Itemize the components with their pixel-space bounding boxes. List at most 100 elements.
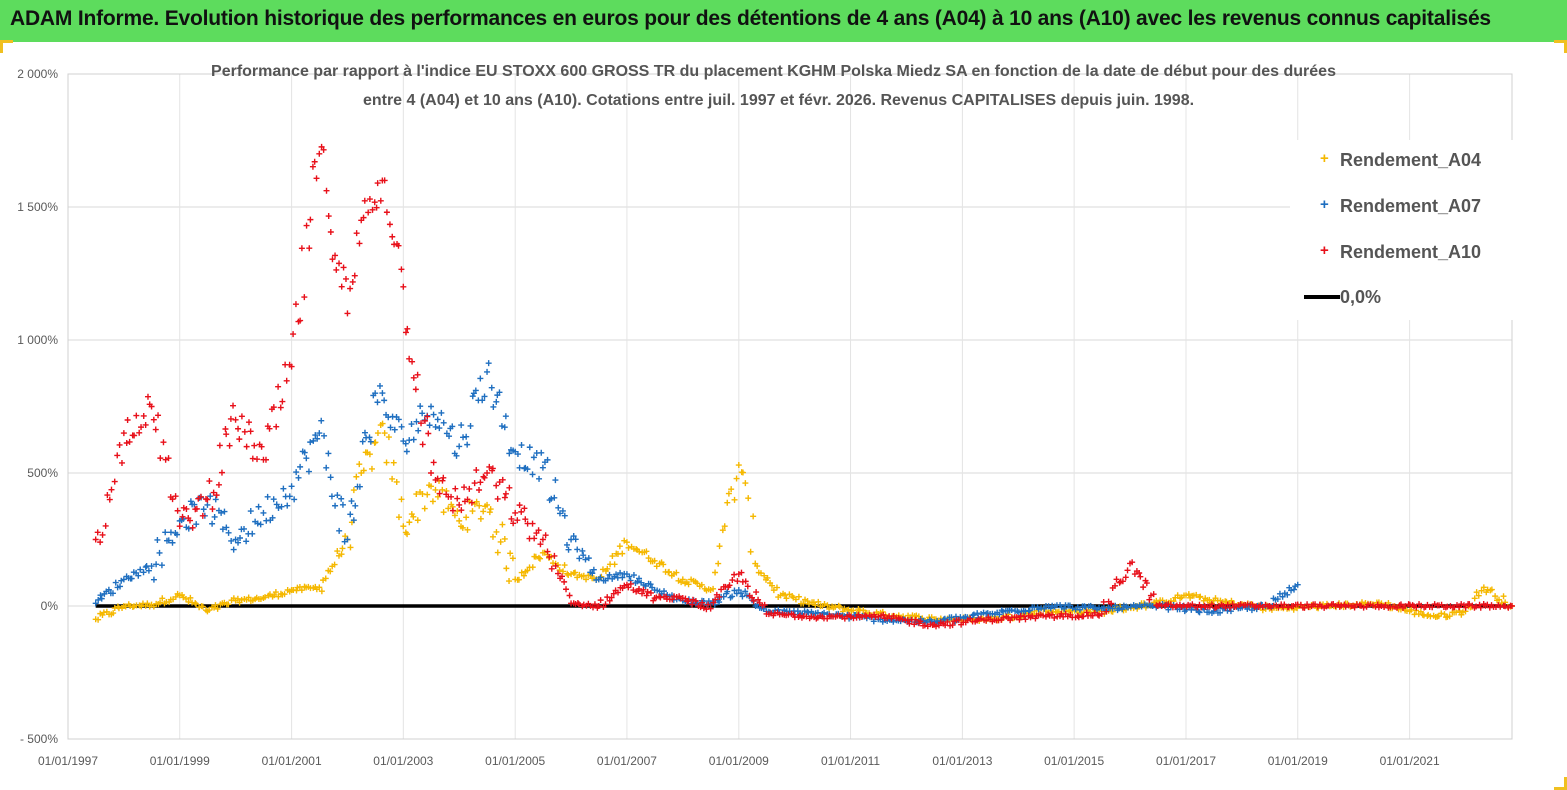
data-point [307, 439, 314, 446]
y-tick-label: 1 500% [17, 200, 58, 214]
data-point [481, 393, 488, 400]
data-point [565, 571, 572, 578]
data-point [428, 403, 435, 410]
data-point [539, 464, 546, 471]
data-point [669, 596, 676, 603]
data-point [805, 601, 812, 608]
data-point [1480, 584, 1487, 591]
data-point [880, 611, 887, 618]
data-point [506, 484, 513, 491]
data-point [373, 204, 380, 211]
data-point [322, 575, 329, 582]
data-point [360, 467, 367, 474]
data-point [306, 245, 313, 252]
data-point [489, 465, 496, 472]
data-point [186, 517, 193, 524]
data-point [406, 355, 413, 362]
data-point [532, 553, 539, 560]
data-point [537, 555, 544, 562]
data-point [742, 578, 749, 585]
data-point [644, 588, 651, 595]
data-point [398, 266, 405, 273]
data-point [425, 430, 432, 437]
data-point [705, 601, 712, 608]
data-point [626, 573, 633, 580]
data-point [429, 498, 436, 505]
data-point [197, 493, 204, 500]
data-point [473, 498, 480, 505]
data-point [436, 490, 443, 497]
legend-marker-zero [1290, 282, 1340, 312]
data-point [142, 564, 149, 571]
data-point [610, 590, 617, 597]
data-point [187, 594, 194, 601]
data-point [432, 486, 439, 493]
data-point [1124, 567, 1131, 574]
data-point [614, 589, 621, 596]
data-point [738, 569, 745, 576]
data-point [928, 618, 935, 625]
data-point [724, 588, 731, 595]
legend-plus-icon-a07: + [1320, 196, 1329, 213]
data-point [921, 622, 928, 629]
data-point [689, 601, 696, 608]
data-point [493, 528, 500, 535]
data-point [1048, 611, 1055, 618]
data-point [574, 546, 581, 553]
legend-item-a04: + Rendement_A04 [1290, 145, 1481, 175]
data-point [836, 603, 843, 610]
data-point [594, 604, 601, 611]
data-point [559, 573, 566, 580]
data-point [1173, 602, 1180, 609]
data-point [996, 611, 1003, 618]
data-point [111, 478, 118, 485]
data-point [613, 571, 620, 578]
data-point [199, 603, 206, 610]
legend-label-a04: Rendement_A04 [1340, 149, 1482, 170]
data-point [537, 541, 544, 548]
data-point [502, 413, 509, 420]
banner-title: ADAM Informe. Evolution historique des p… [10, 7, 1491, 30]
data-point [977, 615, 984, 622]
data-point [1162, 602, 1169, 609]
data-point [400, 283, 407, 290]
data-point [118, 459, 125, 466]
data-point [389, 475, 396, 482]
data-point [521, 505, 528, 512]
data-point [298, 245, 305, 252]
data-point [1488, 586, 1495, 593]
data-point [327, 474, 334, 481]
data-point [544, 456, 551, 463]
data-point [486, 463, 493, 470]
data-point [288, 483, 295, 490]
data-point [516, 502, 523, 509]
data-point [1367, 601, 1374, 608]
data-point [269, 514, 276, 521]
data-point [361, 197, 368, 204]
data-point [309, 163, 316, 170]
data-point [192, 600, 199, 607]
data-point [332, 252, 339, 259]
data-point [448, 493, 455, 500]
data-point [204, 501, 211, 508]
data-point [515, 576, 522, 583]
data-point [899, 616, 906, 623]
data-point [591, 601, 598, 608]
data-point [1446, 613, 1453, 620]
data-point [235, 425, 242, 432]
data-point [870, 618, 877, 625]
data-point [451, 512, 458, 519]
data-point [128, 575, 135, 582]
data-point [342, 275, 349, 282]
data-point [293, 587, 300, 594]
data-point [216, 442, 223, 449]
data-point [320, 146, 327, 153]
data-point [548, 565, 555, 572]
data-point [120, 430, 127, 437]
data-point [291, 496, 298, 503]
data-point [95, 616, 102, 623]
data-point [371, 199, 378, 206]
data-point [316, 150, 323, 157]
x-tick-label: 01/01/2017 [1156, 754, 1216, 768]
data-point [729, 577, 736, 584]
